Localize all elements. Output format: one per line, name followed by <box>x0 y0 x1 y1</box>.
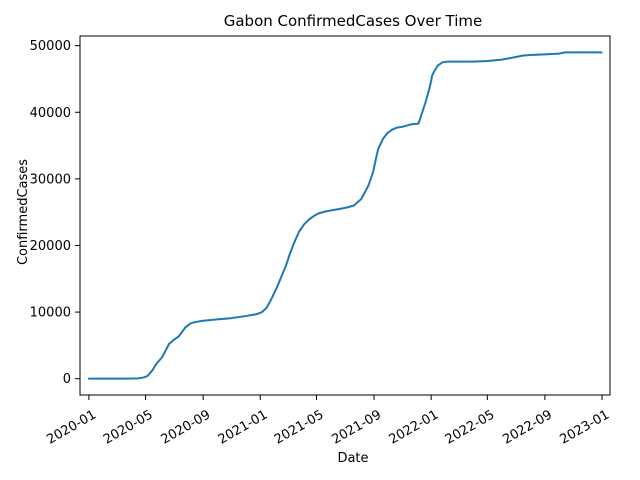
y-tick-label: 50000 <box>30 39 71 54</box>
y-axis-label: ConfirmedCases <box>16 159 31 265</box>
y-tick-label: 10000 <box>30 306 71 321</box>
y-tick-label: 30000 <box>30 172 71 187</box>
plot-area <box>79 35 611 396</box>
y-tick-label: 0 <box>63 372 71 387</box>
y-axis: 0 10000 20000 30000 40000 50000 <box>30 39 80 387</box>
y-tick-label: 40000 <box>30 106 71 121</box>
x-axis-label: Date <box>337 451 368 466</box>
chart-title: Gabon ConfirmedCases Over Time <box>224 12 483 30</box>
y-tick-label: 20000 <box>30 239 71 254</box>
axes-frame <box>79 35 611 396</box>
series-line-confirmed-cases <box>87 51 603 380</box>
